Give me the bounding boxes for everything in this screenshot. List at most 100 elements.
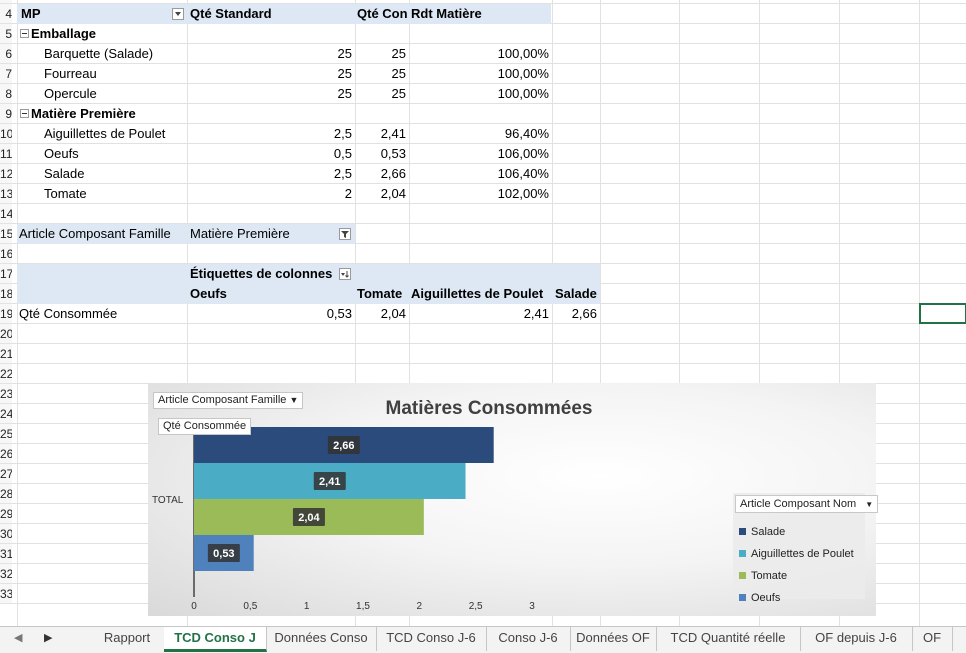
- sheet-tab[interactable]: Données Conso: [266, 627, 377, 651]
- pivot2-filter-dropdown[interactable]: [339, 228, 351, 240]
- row-header[interactable]: 3: [0, 0, 12, 4]
- pivot2-value-aiguillettes[interactable]: 2,41: [523, 306, 549, 321]
- pivot1-item-qte-standard[interactable]: 25: [337, 66, 352, 81]
- pivot2-value-salade[interactable]: 2,66: [571, 306, 597, 321]
- row-header[interactable]: 14: [0, 204, 12, 224]
- pivot1-item-name[interactable]: Aiguillettes de Poulet: [44, 126, 166, 141]
- pivot2-filter-value[interactable]: Matière Première: [190, 226, 290, 241]
- pivot2-row-label[interactable]: Qté Consommée: [19, 306, 118, 321]
- row-header[interactable]: 22: [0, 364, 12, 384]
- collapse-icon[interactable]: [20, 29, 29, 38]
- sheet-tab[interactable]: TCD Conso J: [164, 627, 267, 652]
- row-header[interactable]: 21: [0, 344, 12, 364]
- pivot1-item-qte-standard[interactable]: 0,5: [333, 146, 352, 161]
- pivot1-item-qte-con[interactable]: 0,53: [380, 146, 406, 161]
- row-header[interactable]: 15: [0, 224, 12, 244]
- pivot2-col-salade[interactable]: Salade: [555, 286, 597, 301]
- row-header[interactable]: 24: [0, 404, 12, 424]
- row-header[interactable]: 31: [0, 544, 12, 564]
- pivot1-group-label[interactable]: Emballage: [31, 26, 97, 41]
- row-header[interactable]: 20: [0, 324, 12, 344]
- pivot1-header-rdt[interactable]: Rdt Matière: [411, 6, 482, 21]
- scroll-left-icon[interactable]: ◀: [14, 632, 23, 644]
- legend-item[interactable]: Aiguillettes de Poulet: [739, 547, 854, 561]
- pivot1-item-qte-con[interactable]: 2,04: [380, 186, 406, 201]
- pivot1-group-label[interactable]: Matière Première: [31, 106, 136, 121]
- pivot2-filter-label[interactable]: Article Composant Famille: [19, 226, 171, 241]
- row-header[interactable]: 6: [0, 44, 12, 64]
- row-header[interactable]: 5: [0, 24, 12, 44]
- pivot1-filter-dropdown[interactable]: [172, 8, 184, 20]
- row-header[interactable]: 26: [0, 444, 12, 464]
- worksheet-grid[interactable]: 3456789101112131415161718192021222324252…: [0, 0, 966, 626]
- pivot1-item-qte-con[interactable]: 2,66: [380, 166, 406, 181]
- pivot1-item-rdt[interactable]: 96,40%: [504, 126, 549, 141]
- pivot1-header-qte-con[interactable]: Qté Con: [357, 6, 408, 21]
- legend-item[interactable]: Oeufs: [739, 591, 780, 605]
- pivot2-col-aiguillettes[interactable]: Aiguillettes de Poulet: [411, 286, 544, 301]
- sheet-tab[interactable]: TCD Quantité réelle: [656, 627, 801, 651]
- scroll-right-icon[interactable]: ▶: [44, 632, 53, 644]
- sheet-tab[interactable]: TCD Conso J-6: [376, 627, 487, 651]
- row-header[interactable]: 10: [0, 124, 12, 144]
- pivot1-header-qte-standard[interactable]: Qté Standard: [190, 6, 272, 21]
- row-header[interactable]: 19: [0, 304, 12, 324]
- pivot1-item-qte-standard[interactable]: 25: [337, 46, 352, 61]
- pivot1-item-qte-standard[interactable]: 2: [344, 186, 352, 201]
- pivot1-item-name[interactable]: Oeufs: [44, 146, 79, 161]
- bar-chart[interactable]: Matières Consommées TOTAL 2,66 2,41 2,04 0,53…: [148, 383, 879, 616]
- row-header[interactable]: 29: [0, 504, 12, 524]
- pivot2-value-tomate[interactable]: 2,04: [380, 306, 406, 321]
- chart-filter-button[interactable]: Article Composant Famille ▼: [153, 392, 304, 409]
- row-header[interactable]: 9: [0, 104, 12, 124]
- pivot1-item-rdt[interactable]: 100,00%: [497, 86, 549, 101]
- legend-item[interactable]: Salade: [739, 525, 785, 539]
- selected-cell[interactable]: [919, 303, 966, 324]
- sheet-tab[interactable]: OF depuis J-6: [800, 627, 913, 651]
- row-header[interactable]: 16: [0, 244, 12, 264]
- row-header[interactable]: 25: [0, 424, 12, 444]
- legend-item[interactable]: Tomate: [739, 569, 787, 583]
- pivot1-item-rdt[interactable]: 100,00%: [497, 66, 549, 81]
- pivot1-item-name[interactable]: Tomate: [44, 186, 87, 201]
- collapse-icon[interactable]: [20, 109, 29, 118]
- sheet-tab[interactable]: Rapport: [90, 627, 165, 651]
- pivot1-item-qte-con[interactable]: 25: [391, 66, 406, 81]
- row-header[interactable]: 4: [0, 4, 12, 24]
- pivot1-item-rdt[interactable]: 106,40%: [497, 166, 549, 181]
- row-header[interactable]: 11: [0, 144, 12, 164]
- pivot2-col-dropdown[interactable]: [339, 268, 351, 280]
- row-header[interactable]: 12: [0, 164, 12, 184]
- row-header[interactable]: 33: [0, 584, 12, 604]
- pivot2-col-labels[interactable]: Étiquettes de colonnes: [190, 266, 333, 281]
- row-header[interactable]: 28: [0, 484, 12, 504]
- legend-field-button[interactable]: Article Composant Nom ▼: [735, 495, 879, 513]
- sheet-tab[interactable]: Conso J-6: [486, 627, 571, 651]
- pivot1-item-name[interactable]: Fourreau: [44, 66, 97, 81]
- pivot1-item-qte-standard[interactable]: 25: [337, 86, 352, 101]
- row-header[interactable]: 17: [0, 264, 12, 284]
- pivot1-item-rdt[interactable]: 102,00%: [497, 186, 549, 201]
- sheet-tab[interactable]: OF: [912, 627, 953, 651]
- pivot1-item-qte-standard[interactable]: 2,5: [333, 166, 352, 181]
- row-header[interactable]: 32: [0, 564, 12, 584]
- row-header[interactable]: 23: [0, 384, 12, 404]
- pivot1-item-rdt[interactable]: 106,00%: [497, 146, 549, 161]
- pivot2-value-oeufs[interactable]: 0,53: [326, 306, 352, 321]
- chart-value-button[interactable]: Qté Consommée: [158, 418, 252, 435]
- pivot1-item-name[interactable]: Barquette (Salade): [44, 46, 154, 61]
- pivot1-item-qte-con[interactable]: 2,41: [380, 126, 406, 141]
- row-header[interactable]: 8: [0, 84, 12, 104]
- row-header[interactable]: 18: [0, 284, 12, 304]
- row-header[interactable]: 7: [0, 64, 12, 84]
- sheet-tab[interactable]: Données OF: [570, 627, 657, 651]
- pivot1-item-qte-con[interactable]: 25: [391, 46, 406, 61]
- pivot2-col-oeufs[interactable]: Oeufs: [190, 286, 227, 301]
- pivot1-item-qte-standard[interactable]: 2,5: [333, 126, 352, 141]
- pivot1-item-name[interactable]: Salade: [44, 166, 85, 181]
- pivot2-col-tomate[interactable]: Tomate: [357, 286, 403, 301]
- pivot1-item-qte-con[interactable]: 25: [391, 86, 406, 101]
- pivot1-item-name[interactable]: Opercule: [44, 86, 97, 101]
- row-header[interactable]: 13: [0, 184, 12, 204]
- pivot1-header-mp[interactable]: MP: [21, 6, 41, 21]
